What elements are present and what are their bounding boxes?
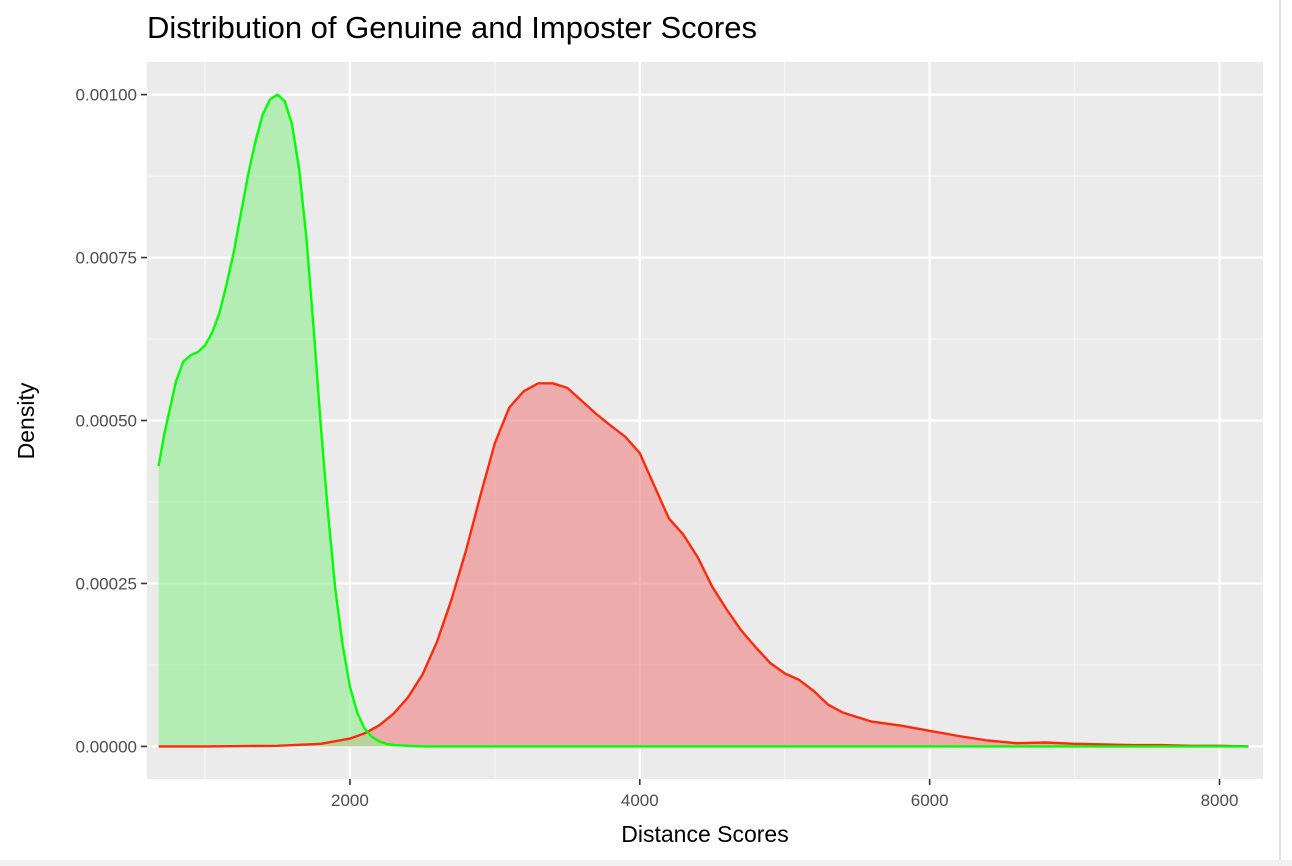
x-tick-label: 4000: [621, 791, 659, 810]
x-tick-label: 2000: [331, 791, 369, 810]
y-tick-label: 0.00025: [76, 574, 137, 593]
x-axis-title: Distance Scores: [621, 821, 788, 847]
density-series: [157, 93, 1249, 748]
y-tick-label: 0.00075: [76, 249, 137, 268]
chart-title: Distribution of Genuine and Imposter Sco…: [147, 10, 757, 45]
y-tick-label: 0.00000: [76, 737, 137, 756]
y-tick-label: 0.00050: [76, 412, 137, 431]
y-axis-title: Density: [13, 382, 39, 459]
axes: 2000 4000 6000 8000 0.00000 0.00025 0.00050 0.0…: [76, 86, 1239, 810]
density-area-2: [158, 94, 1249, 747]
window-edge-right: [1279, 0, 1281, 866]
density-line-1: [158, 382, 1249, 748]
y-tick-label: 0.00100: [76, 86, 137, 105]
window-edge-bottom: [0, 860, 1292, 866]
density-line-2: [157, 93, 1249, 748]
x-tick-label: 6000: [911, 791, 949, 810]
x-tick-label: 8000: [1201, 791, 1239, 810]
